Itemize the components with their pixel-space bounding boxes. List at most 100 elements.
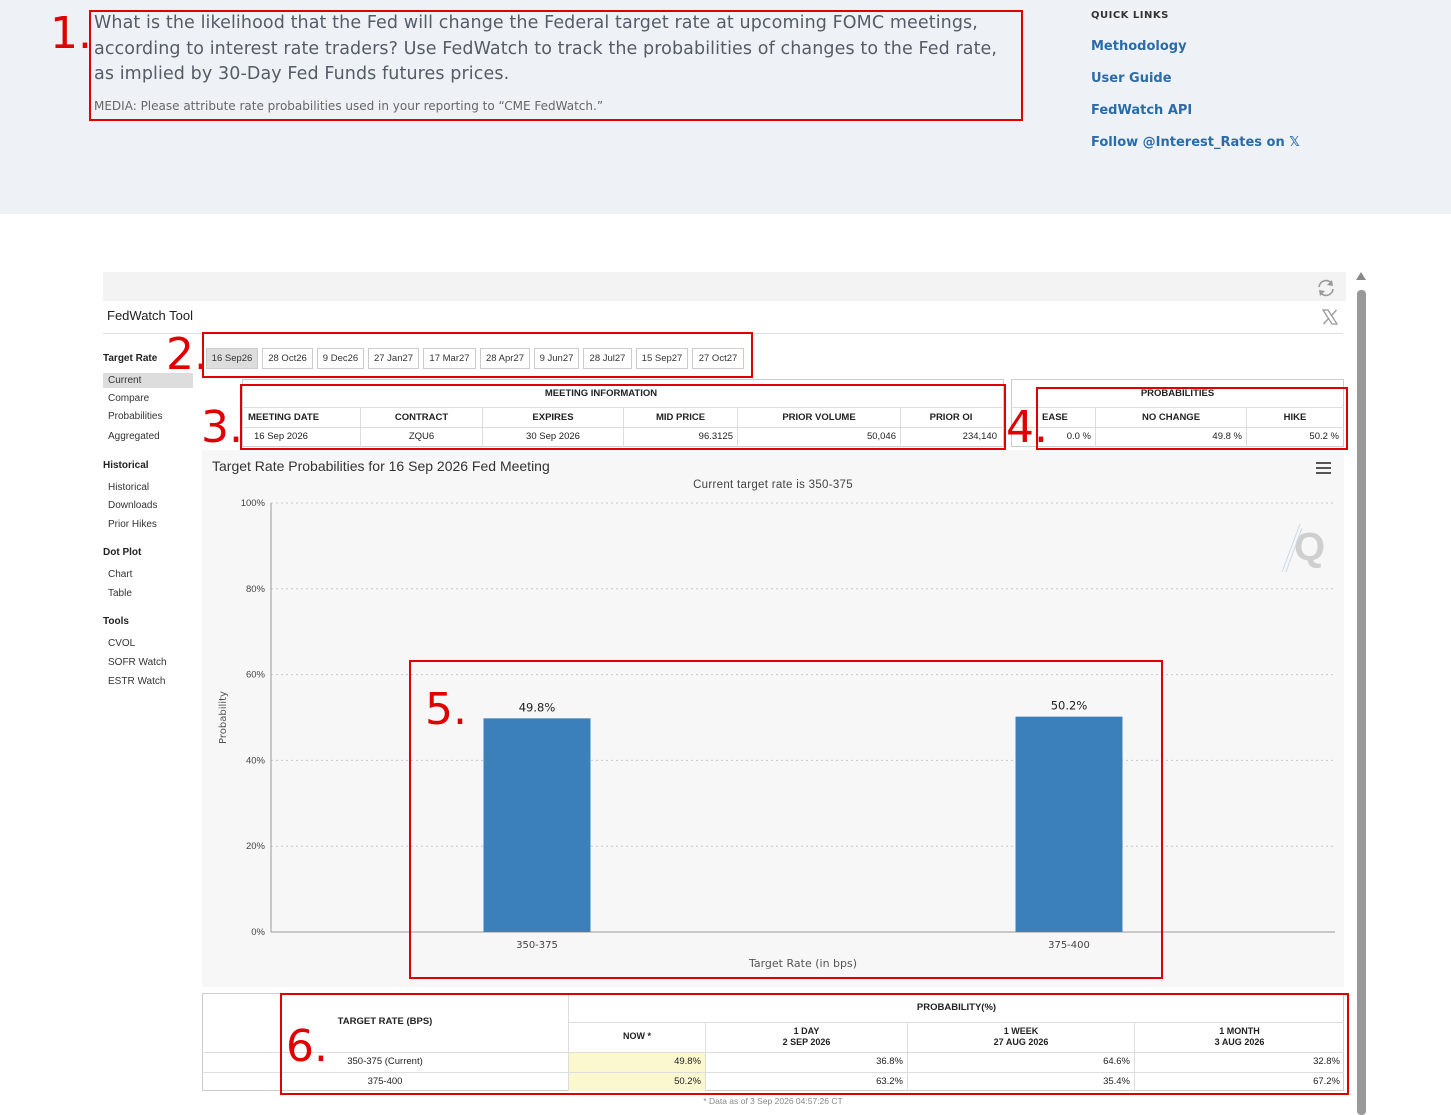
cell-1day: 36.8% <box>876 1056 903 1067</box>
annotation-number-4: 4. <box>1006 402 1048 453</box>
annotation-number-2: 2. <box>166 329 208 380</box>
data-timestamp-footnote: * Data as of 3 Sep 2026 04:57:26 CT <box>703 1096 843 1106</box>
header-1week-date: 27 AUG 2026 <box>993 1037 1049 1047</box>
chart-panel <box>202 450 1344 987</box>
col-divider <box>360 407 361 447</box>
value-prior-volume: 50,046 <box>866 431 896 442</box>
nav-item-cvol[interactable]: CVOL <box>108 638 136 649</box>
tab-meeting-28jul27[interactable]: 28 Jul27 <box>583 348 632 369</box>
tool-title: FedWatch Tool <box>107 308 193 323</box>
scrollbar-thumb[interactable] <box>1357 290 1366 1115</box>
header-hike: HIKE <box>1283 412 1307 423</box>
header-prior-oi: PRIOR OI <box>929 412 973 423</box>
value-contract: ZQU6 <box>408 431 435 442</box>
annotation-number-5: 5. <box>425 684 467 735</box>
row-divider <box>568 1022 1344 1023</box>
y-tick-label: 20% <box>246 841 266 852</box>
annotation-box-1 <box>89 10 1023 121</box>
nav-item-downloads[interactable]: Downloads <box>108 500 158 511</box>
annotation-box-2 <box>202 332 753 378</box>
tab-meeting-16sep26[interactable]: 16 Sep26 <box>206 348 258 369</box>
value-hike: 50.2 % <box>1309 431 1339 442</box>
col-divider <box>1095 407 1096 447</box>
probability-history-table <box>202 993 1344 1091</box>
header-meeting-date: MEETING DATE <box>248 412 320 423</box>
header-target-rate: TARGET RATE (BPS) <box>337 1016 433 1027</box>
nav-item-current[interactable]: Current <box>108 375 142 386</box>
nav-item-compare[interactable]: Compare <box>108 393 150 404</box>
nav-heading-dot-plot: Dot Plot <box>103 547 142 558</box>
nav-item-historical[interactable]: Historical <box>108 482 150 493</box>
header-probability: PROBABILITY(%) <box>916 1002 997 1013</box>
header-expires: EXPIRES <box>532 412 574 423</box>
annotation-box-6 <box>280 993 1349 1095</box>
quikstrike-logo-icon: Q <box>1281 523 1325 573</box>
nav-item-chart[interactable]: Chart <box>108 569 133 580</box>
row-rate-375-400: 375-400 <box>367 1076 403 1087</box>
quick-link-follow[interactable]: Follow @Interest_Rates on 𝕏 <box>1091 135 1300 150</box>
col-divider <box>737 407 738 447</box>
tab-meeting-28apr27[interactable]: 28 Apr27 <box>480 348 530 369</box>
quick-links-title: QUICK LINKS <box>1091 10 1169 21</box>
header-no-change: NO CHANGE <box>1141 412 1201 423</box>
tab-meeting-17mar27[interactable]: 17 Mar27 <box>423 348 476 369</box>
nav-current-highlight <box>103 373 193 388</box>
header-1week: 1 WEEK <box>1003 1026 1039 1036</box>
col-divider <box>705 1022 706 1091</box>
x-share-icon[interactable] <box>1322 309 1338 325</box>
value-no-change: 49.8 % <box>1212 431 1242 442</box>
value-mid-price: 96.3125 <box>698 431 733 442</box>
tab-meeting-27jan27[interactable]: 27 Jan27 <box>368 348 419 369</box>
y-tick-label: 100% <box>241 498 266 509</box>
quick-link-user-guide[interactable]: User Guide <box>1091 71 1172 86</box>
tab-meeting-15sep27[interactable]: 15 Sep27 <box>636 348 688 369</box>
tab-meeting-9jun27[interactable]: 9 Jun27 <box>534 348 579 369</box>
header-1month-date: 3 AUG 2026 <box>1214 1037 1265 1047</box>
chart-menu-icon[interactable] <box>1316 462 1331 474</box>
nav-heading-historical: Historical <box>103 460 149 471</box>
value-meeting-date: 16 Sep 2026 <box>254 431 308 442</box>
svg-text:Q: Q <box>1294 525 1325 569</box>
value-expires: 30 Sep 2026 <box>526 431 580 442</box>
data-label: 49.8% <box>519 700 556 714</box>
value-prior-oi: 234,140 <box>962 431 997 442</box>
col-divider <box>907 1022 908 1091</box>
media-note: MEDIA: Please attribute rate probabiliti… <box>94 99 604 113</box>
nav-item-table[interactable]: Table <box>108 588 132 599</box>
y-tick-label: 0% <box>251 927 265 938</box>
bar <box>1015 716 1123 932</box>
header-band <box>0 0 1451 214</box>
header-1month: 1 MONTH <box>1219 1026 1260 1036</box>
intro-text: What is the likelihood that the Fed will… <box>94 13 998 84</box>
nav-item-aggregated[interactable]: Aggregated <box>108 431 160 442</box>
nav-item-estr-watch[interactable]: ESTR Watch <box>108 676 166 687</box>
header-1day-date: 2 SEP 2026 <box>782 1037 831 1047</box>
row-divider <box>202 1072 1344 1073</box>
annotation-number-3: 3. <box>201 402 243 453</box>
nav-item-prior-hikes[interactable]: Prior Hikes <box>108 519 157 530</box>
data-label: 50.2% <box>1051 699 1088 713</box>
cell-1week: 35.4% <box>1103 1076 1130 1087</box>
y-tick-label: 60% <box>246 670 266 681</box>
x-axis-title: Target Rate (in bps) <box>748 957 857 970</box>
quick-link-api[interactable]: FedWatch API <box>1091 103 1193 118</box>
scroll-up-arrow[interactable] <box>1356 272 1366 280</box>
col-divider <box>1246 407 1247 447</box>
nav-item-sofr-watch[interactable]: SOFR Watch <box>108 657 167 668</box>
nav-heading-target-rate: Target Rate <box>103 353 158 364</box>
tool-topbar <box>103 272 1346 301</box>
row-divider <box>1011 407 1344 408</box>
tab-meeting-28oct26[interactable]: 28 Oct26 <box>262 348 313 369</box>
tab-meeting-9dec26[interactable]: 9 Dec26 <box>317 348 364 369</box>
header-now: NOW * <box>623 1031 651 1041</box>
annotation-box-3 <box>240 384 1006 450</box>
refresh-icon[interactable] <box>1316 278 1336 298</box>
cell-now: 50.2% <box>674 1076 701 1087</box>
nav-item-probabilities[interactable]: Probabilities <box>108 411 163 422</box>
chart-title: Target Rate Probabilities for 16 Sep 202… <box>212 458 550 474</box>
y-axis-title: Probability <box>218 691 229 744</box>
probabilities-title: PROBABILITIES <box>1140 388 1215 399</box>
tab-meeting-27oct27[interactable]: 27 Oct27 <box>692 348 744 369</box>
quick-link-methodology[interactable]: Methodology <box>1091 39 1187 54</box>
cell-1week: 64.6% <box>1103 1056 1130 1067</box>
